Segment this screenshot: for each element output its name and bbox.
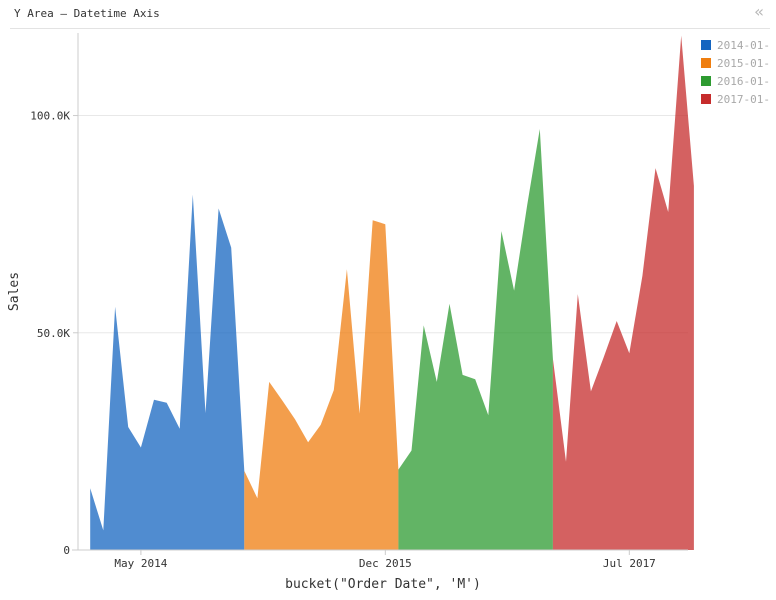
area-series-2[interactable] xyxy=(244,220,399,550)
area-series-4[interactable] xyxy=(552,35,694,551)
legend-label: 2017-01- xyxy=(717,92,770,106)
chart-title: Y Area – Datetime Axis xyxy=(14,7,160,20)
legend-item-2[interactable]: 2015-01- xyxy=(701,54,773,72)
x-tick-label: Dec 2015 xyxy=(359,557,412,570)
y-tick-label: 50.0K xyxy=(37,327,70,340)
tick-layer: 0 50.0K 100.0K May 2014 Dec 2015 Jul 2017 xyxy=(30,110,656,570)
x-tick-label: Jul 2017 xyxy=(603,557,656,570)
axis-layer xyxy=(72,33,688,551)
legend-label: 2014-01- xyxy=(717,38,770,52)
legend-swatch xyxy=(701,40,711,50)
legend-swatch xyxy=(701,76,711,86)
legend-item-1[interactable]: 2014-01- xyxy=(701,36,773,54)
legend: 2014-01- 2015-01- 2016-01- 2017-01- xyxy=(701,36,773,108)
area-series-1[interactable] xyxy=(90,194,245,550)
double-chevron-left-icon[interactable]: « xyxy=(754,2,764,21)
y-axis-label: Sales xyxy=(7,272,22,311)
legend-label: 2016-01- xyxy=(717,74,770,88)
legend-swatch xyxy=(701,58,711,68)
legend-label: 2015-01- xyxy=(717,56,770,70)
chart-header: Y Area – Datetime Axis « xyxy=(10,0,770,29)
y-tick-label: 0 xyxy=(63,544,70,557)
y-tick-label: 100.0K xyxy=(30,110,70,123)
legend-item-3[interactable]: 2016-01- xyxy=(701,72,773,90)
legend-item-4[interactable]: 2017-01- xyxy=(701,90,773,108)
area-series-3[interactable] xyxy=(398,129,553,550)
legend-swatch xyxy=(701,94,711,104)
x-tick-label: May 2014 xyxy=(114,557,167,570)
area-layer xyxy=(90,35,694,551)
x-axis-label: bucket("Order Date", 'M') xyxy=(285,577,481,592)
